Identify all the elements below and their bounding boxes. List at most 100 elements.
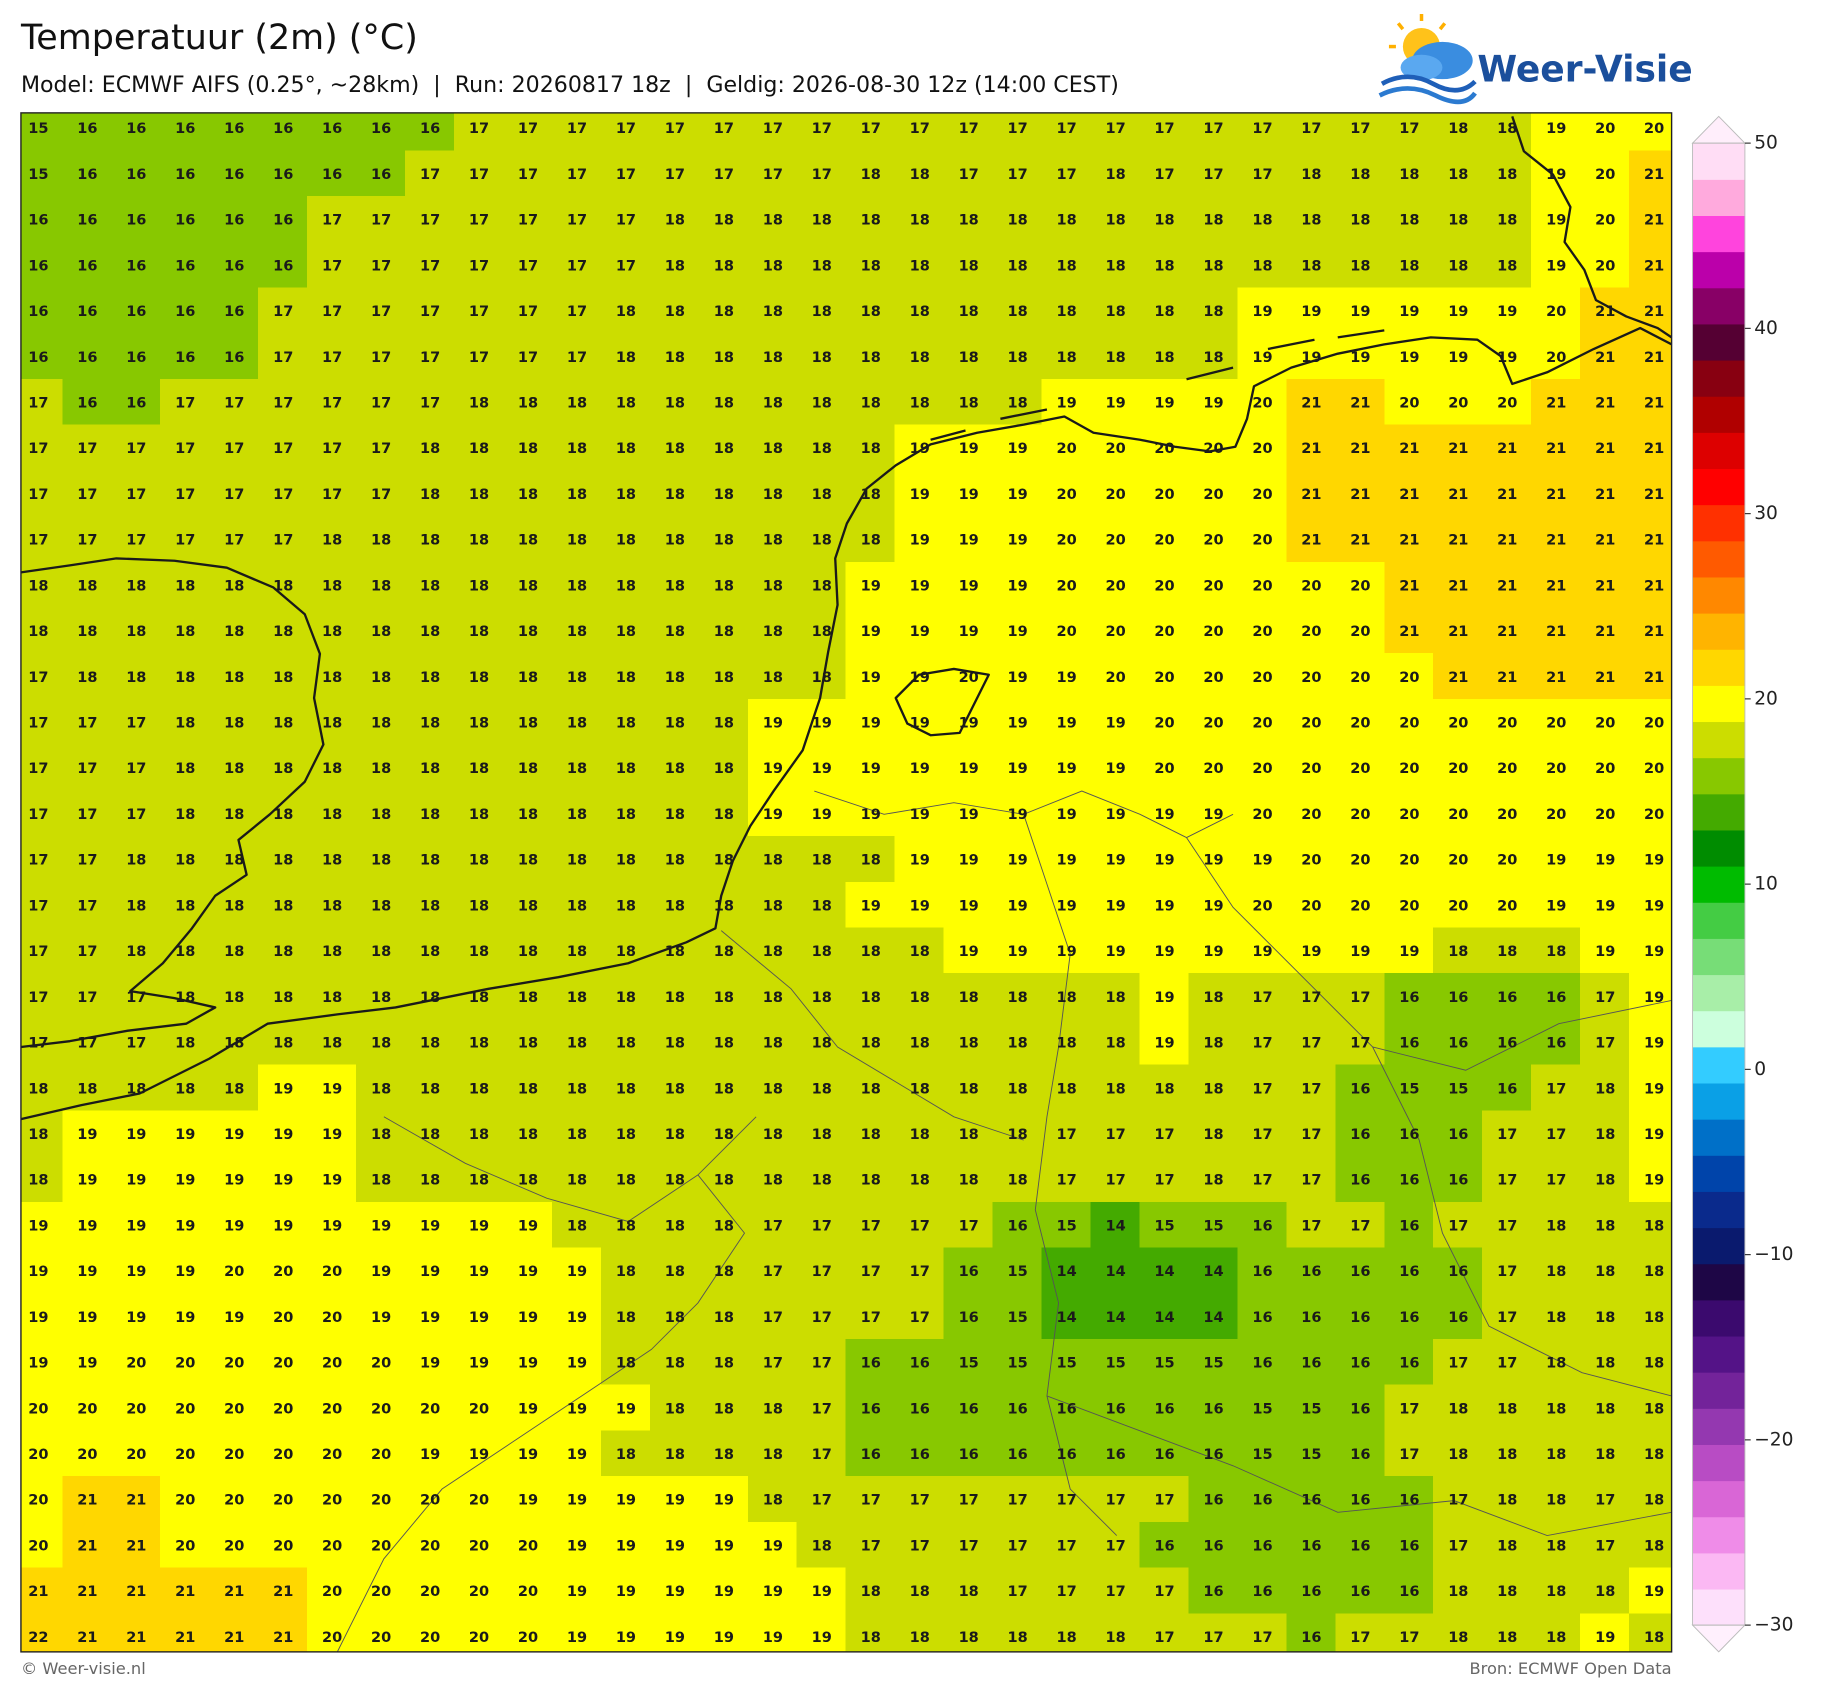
temperature-label: 16 [1399, 1173, 1419, 1189]
temperature-label: 20 [322, 1310, 342, 1326]
temperature-label: 19 [1203, 395, 1223, 411]
temperature-cell [747, 607, 798, 655]
temperature-cell [1384, 927, 1435, 975]
temperature-label: 18 [322, 944, 342, 960]
temperature-cell [1335, 1384, 1386, 1432]
temperature-label: 18 [665, 898, 685, 914]
temperature-cell [845, 1338, 896, 1386]
temperature-cell [1482, 607, 1533, 655]
temperature-cell [1090, 1064, 1141, 1112]
temperature-label: 19 [1546, 167, 1566, 183]
temperature-label: 17 [126, 990, 146, 1006]
temperature-label: 18 [126, 898, 146, 914]
temperature-cell [1237, 333, 1288, 381]
temperature-label: 19 [910, 670, 930, 686]
temperature-label: 16 [1301, 1356, 1321, 1372]
temperature-label: 19 [567, 1401, 587, 1417]
temperature-cell [747, 790, 798, 838]
temperature-label: 18 [714, 533, 734, 549]
temperature-cell [258, 287, 309, 335]
temperature-cell [20, 1613, 64, 1652]
temperature-cell [356, 561, 407, 609]
temperature-cell [698, 653, 749, 701]
temperature-cell [453, 1156, 505, 1203]
temperature-cell [1041, 836, 1092, 883]
temperature-cell [992, 470, 1043, 518]
temperature-cell [1580, 1293, 1631, 1341]
temperature-cell [307, 927, 358, 975]
temperature-label: 18 [175, 944, 195, 960]
temperature-label: 18 [273, 990, 293, 1006]
temperature-cell [62, 561, 113, 609]
temperature-label: 21 [1497, 533, 1517, 549]
temperature-cell [698, 1064, 749, 1112]
temperature-label: 21 [1644, 533, 1664, 549]
temperature-label: 20 [322, 1630, 342, 1646]
temperature-label: 18 [469, 761, 489, 777]
temperature-cell [1580, 378, 1631, 426]
temperature-cell [1237, 1247, 1288, 1295]
temperature-label: 18 [616, 441, 636, 457]
temperature-cell [20, 287, 64, 335]
temperature-cell [1531, 653, 1582, 701]
temperature-label: 18 [28, 578, 48, 594]
temperature-cell [649, 378, 700, 426]
temperature-cell [160, 1201, 211, 1249]
temperature-cell [307, 1476, 358, 1524]
colorbar-band [1692, 1552, 1745, 1590]
temperature-cell [1139, 836, 1190, 883]
temperature-cell [1482, 1476, 1533, 1524]
temperature-cell [1335, 881, 1386, 929]
temperature-label: 17 [224, 395, 244, 411]
temperature-cell [20, 1156, 64, 1203]
temperature-label: 19 [861, 624, 881, 640]
temperature-cell [1482, 1247, 1533, 1295]
temperature-cell [1531, 1567, 1582, 1615]
temperature-label: 18 [861, 1081, 881, 1097]
temperature-cell [1629, 1338, 1672, 1386]
temperature-cell [1041, 424, 1092, 472]
temperature-cell [1531, 744, 1582, 792]
temperature-label: 19 [28, 1264, 48, 1280]
temperature-label: 19 [518, 1401, 538, 1417]
temperature-label: 20 [77, 1447, 97, 1463]
temperature-cell [209, 1567, 260, 1615]
temperature-cell [796, 195, 847, 243]
temperature-label: 19 [28, 1218, 48, 1234]
temperature-cell [502, 836, 554, 883]
temperature-label: 16 [1008, 1218, 1028, 1234]
temperature-label: 18 [28, 1127, 48, 1143]
temperature-label: 19 [1154, 898, 1174, 914]
temperature-cell [1237, 836, 1288, 883]
temperature-label: 16 [1350, 1264, 1370, 1280]
colorbar-under-arrow [1691, 1624, 1747, 1653]
temperature-cell [307, 287, 358, 335]
temperature-label: 19 [1008, 807, 1028, 823]
temperature-label: 18 [616, 350, 636, 366]
temperature-label: 16 [1252, 1218, 1272, 1234]
temperature-label: 21 [1448, 441, 1468, 457]
temperature-cell [1384, 112, 1435, 152]
temperature-label: 16 [77, 213, 97, 229]
temperature-cell [1433, 1201, 1484, 1249]
temperature-label: 19 [861, 898, 881, 914]
temperature-cell [1090, 470, 1141, 518]
temperature-label: 18 [812, 487, 832, 503]
temperature-label: 16 [1350, 1493, 1370, 1509]
temperature-cell [502, 195, 554, 243]
temperature-label: 18 [1595, 1447, 1615, 1463]
temperature-label: 17 [861, 1493, 881, 1509]
temperature-cell [356, 1384, 407, 1432]
temperature-cell [649, 333, 700, 381]
temperature-label: 20 [469, 1584, 489, 1600]
temperature-label: 18 [763, 533, 783, 549]
temperature-label: 20 [1399, 716, 1419, 732]
temperature-label: 20 [1154, 578, 1174, 594]
temperature-cell [258, 195, 309, 243]
temperature-cell [209, 1247, 260, 1295]
temperature-label: 18 [1595, 1218, 1615, 1234]
temperature-cell [845, 333, 896, 381]
temperature-cell [1090, 607, 1141, 655]
temperature-label: 18 [77, 578, 97, 594]
temperature-label: 17 [1056, 1538, 1076, 1554]
